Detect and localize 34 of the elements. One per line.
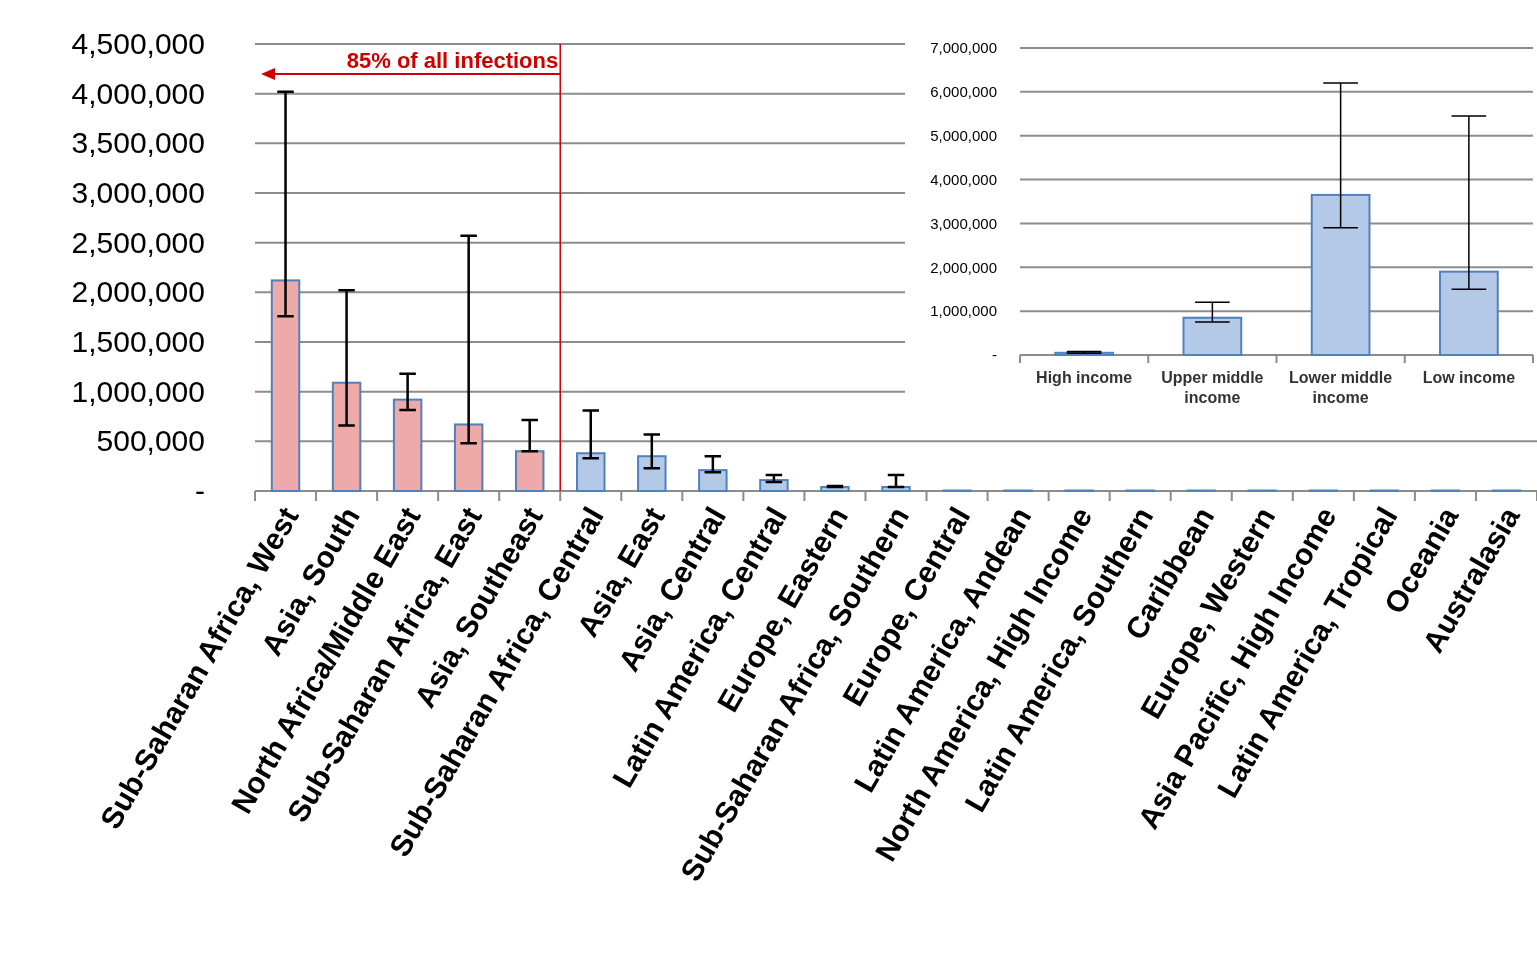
bar (331, 381, 362, 492)
y-tick-label: 7,000,000 (930, 39, 997, 57)
bar (698, 469, 728, 492)
y-tick-label: 3,000,000 (71, 176, 205, 210)
bar (514, 450, 545, 492)
y-tick-label: 6,000,000 (930, 83, 997, 101)
y-tick-label: - (195, 474, 205, 508)
y-tick-label: 2,500,000 (71, 225, 205, 259)
x-tick-label: Lower middle income (1289, 369, 1393, 406)
y-tick-label: 3,500,000 (71, 126, 205, 160)
y-tick-label: 2,000,000 (71, 275, 205, 309)
bar (392, 398, 423, 492)
bar (576, 452, 606, 492)
y-tick-label: 1,000,000 (71, 374, 205, 408)
y-tick-label: 1,000,000 (930, 302, 997, 320)
y-tick-label: 1,500,000 (71, 325, 205, 359)
bar (453, 423, 484, 492)
bar (637, 455, 667, 492)
y-tick-label: 5,000,000 (930, 127, 997, 145)
x-tick-label: Upper middle income (1161, 369, 1264, 406)
ref-line-label: 85% of all infections (346, 48, 559, 73)
bar (270, 279, 301, 492)
y-tick-label: 4,000,000 (930, 170, 997, 188)
x-tick-label: Low income (1422, 369, 1516, 386)
y-tick-label: - (992, 346, 997, 364)
y-tick-label: 500,000 (96, 424, 205, 458)
bar (1310, 193, 1371, 356)
y-tick-label: 3,000,000 (930, 214, 997, 232)
y-tick-label: 2,000,000 (930, 258, 997, 276)
bar (1439, 270, 1499, 356)
bar (1182, 316, 1243, 356)
y-tick-label: 4,500,000 (71, 27, 205, 61)
x-tick-label: High income (1036, 369, 1133, 386)
y-tick-label: 4,000,000 (71, 76, 205, 110)
